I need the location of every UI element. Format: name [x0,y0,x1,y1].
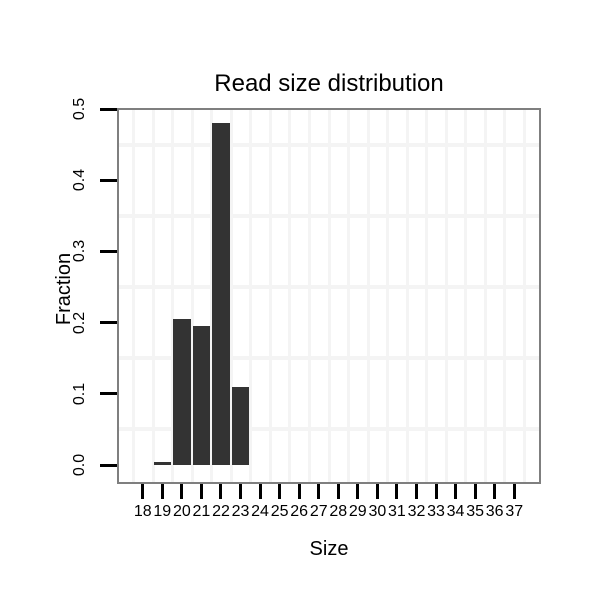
vertical-gridline [327,110,331,482]
x-axis-tick [375,484,379,499]
x-tick-label: 25 [270,503,289,520]
x-tick-label: 27 [309,503,328,520]
x-axis-tick [317,484,321,499]
y-tick-label: 0.1 [71,382,88,405]
plot-panel [117,108,541,484]
x-tick-label: 34 [446,503,465,520]
x-axis-tick [336,484,340,499]
x-tick-label: 18 [133,503,152,520]
x-tick-label: 35 [466,503,485,520]
y-axis-tick [100,178,117,182]
x-axis-tick [395,484,399,499]
x-axis-tick [512,484,516,499]
x-tick-label: 20 [172,503,191,520]
vertical-gridline [386,110,390,482]
x-axis-tick [199,484,203,499]
x-axis-tick [160,484,164,499]
x-tick-label: 37 [505,503,524,520]
vertical-gridline [171,110,175,482]
y-axis-tick [100,249,117,253]
bar [192,326,211,465]
vertical-gridline [503,110,507,482]
vertical-gridline [268,110,272,482]
x-tick-label: 29 [348,503,367,520]
bar [173,319,191,465]
y-axis-tick [100,463,117,467]
vertical-gridline [307,110,311,482]
vertical-gridline [347,110,351,482]
x-axis-tick [278,484,282,499]
y-tick-label: 0.4 [71,169,88,192]
x-tick-label: 31 [388,503,406,520]
vertical-gridline [405,110,409,482]
x-axis-label: Size [309,538,349,560]
chart-title: Read size distribution [214,70,444,97]
vertical-gridline [190,110,194,482]
y-tick-label: 0.5 [71,97,88,121]
x-tick-label: 23 [231,503,250,520]
x-axis-tick [239,484,243,499]
y-tick-label: 0.2 [71,311,88,334]
vertical-gridline [229,110,233,482]
vertical-gridline [444,110,448,482]
vertical-gridline [483,110,487,482]
x-tick-label: 24 [251,503,269,520]
x-axis-tick [180,484,184,499]
x-tick-label: 26 [290,503,309,520]
y-axis-tick [100,392,117,396]
x-axis-tick [414,484,418,499]
x-tick-label: 28 [329,503,348,520]
x-tick-label: 19 [153,503,172,520]
vertical-gridline [523,110,526,482]
x-axis-tick [454,484,458,499]
vertical-gridline [425,110,429,482]
x-axis-tick [219,484,223,499]
vertical-gridline [151,110,155,482]
x-axis-tick [434,484,438,499]
x-tick-label: 21 [192,503,211,520]
x-axis-tick [141,484,145,499]
bar [212,123,230,465]
bar [231,387,250,465]
y-axis-tick [100,321,117,325]
x-tick-label: 30 [368,503,387,520]
vertical-gridline [464,110,468,482]
x-tick-label: 22 [212,503,230,520]
x-tick-label: 36 [485,503,504,520]
x-axis-tick [297,484,301,499]
y-axis-tick [100,107,117,111]
vertical-gridline [288,110,292,482]
x-axis-tick [258,484,262,499]
x-tick-label: 32 [407,503,426,520]
y-tick-label: 0.0 [71,453,88,477]
vertical-gridline [132,110,135,482]
vertical-gridline [249,110,253,482]
vertical-gridline [366,110,370,482]
x-tick-label: 33 [427,503,445,520]
x-axis-tick [493,484,497,499]
y-tick-label: 0.3 [71,240,88,263]
vertical-gridline [210,110,214,482]
x-axis-tick [356,484,360,499]
bar [153,462,172,465]
x-axis-tick [473,484,477,499]
